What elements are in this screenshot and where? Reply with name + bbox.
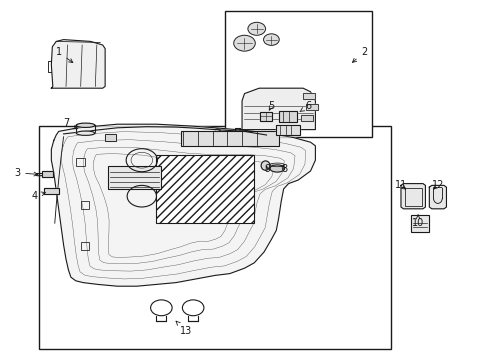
Text: 9: 9 [264, 164, 270, 174]
Circle shape [233, 35, 255, 51]
Polygon shape [51, 124, 315, 286]
Circle shape [263, 34, 279, 45]
Text: 8: 8 [281, 164, 287, 174]
Polygon shape [400, 184, 425, 209]
Bar [107, 166, 161, 189]
Bar [300, 115, 312, 121]
Bar [76, 158, 84, 166]
Bar [81, 242, 89, 250]
Bar [410, 215, 428, 232]
Bar [303, 93, 315, 99]
Bar [41, 171, 53, 177]
Bar [181, 131, 278, 146]
Ellipse shape [261, 161, 269, 170]
Bar [305, 104, 317, 110]
Bar [41, 171, 53, 177]
Bar [44, 188, 59, 194]
Bar [278, 111, 297, 122]
Bar [156, 155, 254, 223]
Bar [300, 115, 312, 121]
Ellipse shape [269, 165, 284, 172]
Ellipse shape [76, 131, 95, 135]
Text: 2: 2 [352, 47, 366, 62]
Bar [278, 111, 297, 122]
Text: 7: 7 [63, 118, 77, 129]
Text: 10: 10 [411, 215, 424, 228]
Text: 13: 13 [176, 321, 192, 336]
Bar [44, 188, 59, 194]
Bar [105, 134, 116, 141]
Bar [260, 112, 272, 121]
Text: 5: 5 [268, 101, 274, 111]
Bar [276, 125, 299, 135]
Bar [81, 201, 89, 209]
Bar [305, 104, 317, 110]
Text: 11: 11 [394, 180, 407, 190]
Text: 12: 12 [430, 180, 443, 190]
Text: 6: 6 [299, 101, 310, 112]
Bar [224, 11, 371, 137]
Bar [276, 125, 299, 135]
Bar [105, 134, 116, 141]
Text: 3: 3 [14, 168, 38, 178]
Polygon shape [51, 40, 105, 88]
Polygon shape [239, 88, 315, 130]
Text: 4: 4 [31, 191, 45, 201]
Bar [303, 93, 315, 99]
Circle shape [247, 22, 265, 35]
Ellipse shape [76, 123, 95, 127]
Text: 1: 1 [56, 47, 73, 63]
Bar [410, 215, 428, 232]
Bar [260, 112, 272, 121]
Polygon shape [428, 185, 446, 209]
Bar [39, 126, 390, 349]
